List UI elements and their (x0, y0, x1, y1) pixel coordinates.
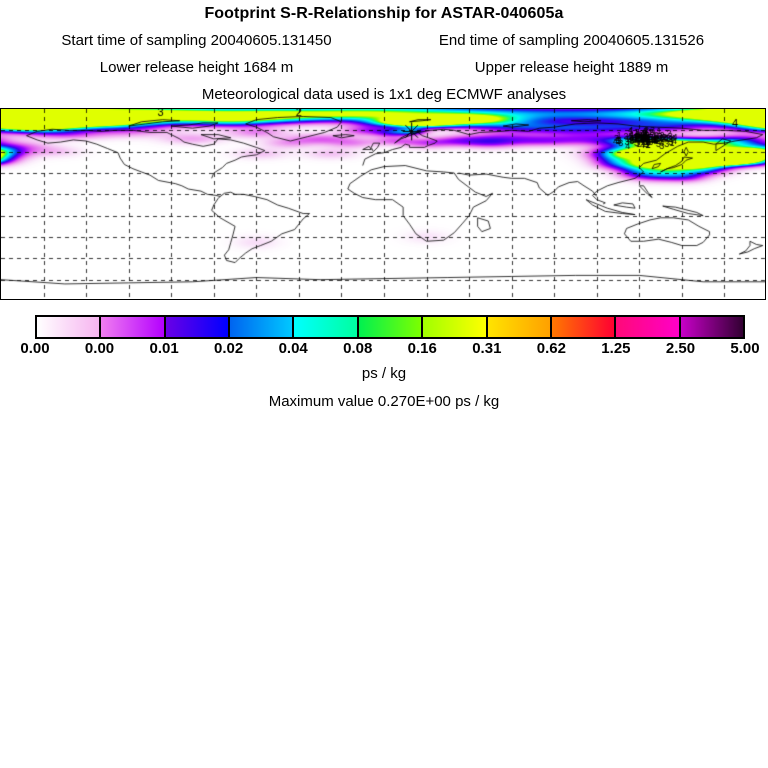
colorbar-tick-10: 2.50 (665, 340, 696, 357)
colorbar-tick-2: 0.01 (149, 340, 179, 357)
colorbar-tick-0: 0.00 (20, 340, 50, 357)
lower-release-height-label: Lower release height 1684 m (99, 59, 294, 76)
colorbar-tick-8: 0.62 (536, 340, 566, 357)
colorbar-segment-3 (230, 317, 295, 337)
colorbar-segment-6 (423, 317, 488, 337)
footprint-map (0, 108, 766, 300)
colorbar-tick-5: 0.08 (343, 340, 373, 357)
colorbar-segment-9 (616, 317, 681, 337)
start-time-label: Start time of sampling 20040605.131450 (61, 32, 332, 49)
colorbar-segment-1 (101, 317, 166, 337)
page-title: Footprint S-R-Relationship for ASTAR-040… (204, 5, 564, 22)
colorbar-segment-5 (358, 317, 424, 337)
map-canvas (1, 109, 765, 299)
colorbar-units-label: ps / kg (361, 365, 407, 382)
colorbar-tick-3: 0.02 (214, 340, 244, 357)
release-height-row: Lower release height 1684 m Upper release… (0, 59, 768, 76)
met-data-label: Meteorological data used is 1x1 deg ECMW… (201, 86, 567, 103)
sampling-time-row: Start time of sampling 20040605.131450 En… (0, 32, 768, 49)
colorbar-segment-8 (551, 317, 617, 337)
colorbar-tick-1: 0.00 (84, 340, 115, 357)
colorbar-segment-7 (487, 317, 552, 337)
colorbar-tick-4: 0.04 (278, 340, 308, 357)
colorbar-segment-10 (680, 317, 743, 337)
colorbar-tick-7: 0.31 (472, 340, 502, 357)
colorbar (35, 315, 745, 339)
colorbar-segment-4 (294, 317, 359, 337)
colorbar-tick-labels: 0.00 0.00 0.01 0.02 0.04 0.08 0.16 0.31 0.62 1.25… (0, 340, 768, 358)
end-time-label: End time of sampling 20040605.131526 (438, 32, 705, 49)
colorbar-segment-2 (165, 317, 231, 337)
colorbar-tick-11: 5.00 (730, 340, 760, 357)
maximum-value-label: Maximum value 0.270E+00 ps / kg (268, 393, 500, 410)
colorbar-tick-6: 0.16 (407, 340, 437, 357)
colorbar-tick-9: 1.25 (601, 340, 631, 357)
colorbar-segment-0 (37, 317, 102, 337)
upper-release-height-label: Upper release height 1889 m (474, 59, 669, 76)
